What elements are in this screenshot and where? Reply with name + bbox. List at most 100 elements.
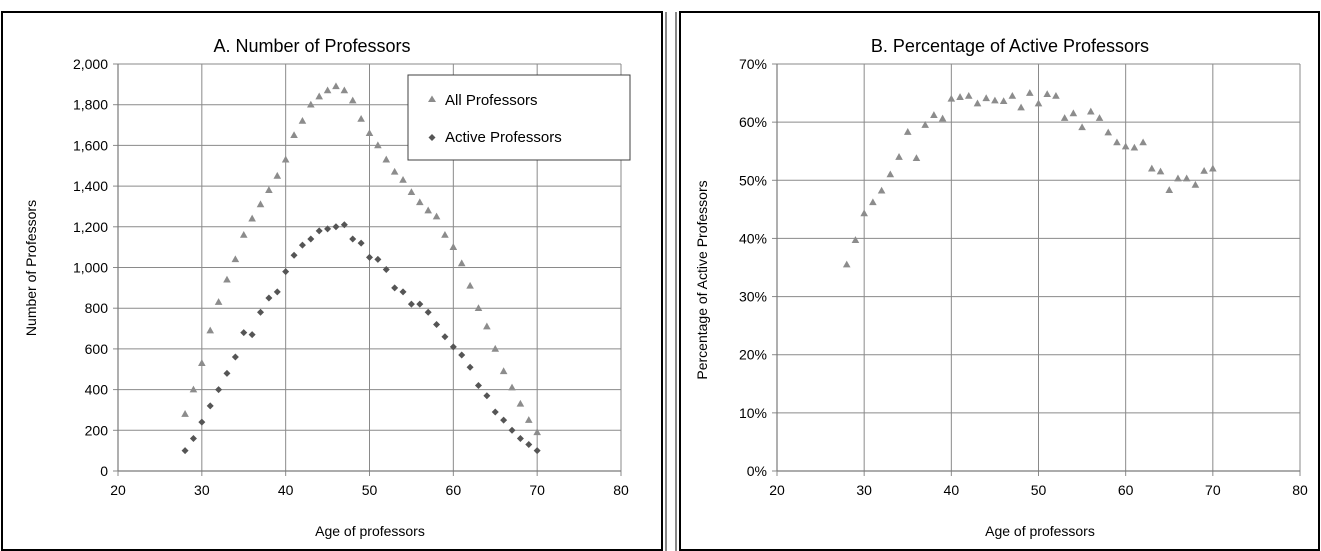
data-point-all-professors — [407, 188, 416, 196]
data-point-series-1 — [1130, 143, 1139, 151]
data-point-active-professors — [433, 320, 441, 328]
data-point-series-1 — [1200, 166, 1208, 174]
data-point-active-professors — [407, 300, 415, 308]
data-point-active-professors — [231, 353, 239, 361]
data-point-active-professors — [298, 241, 306, 249]
x-tick-label: 60 — [1118, 482, 1134, 498]
data-point-active-professors — [483, 392, 491, 400]
axes-b — [772, 63, 1301, 476]
y-tick-label: 50% — [739, 172, 767, 188]
y-tick-label: 1,600 — [73, 137, 108, 153]
data-point-active-professors — [533, 447, 541, 455]
data-point-series-1 — [877, 186, 886, 194]
data-point-series-1 — [1174, 174, 1182, 182]
data-point-series-1 — [1025, 89, 1034, 96]
data-point-all-professors — [239, 230, 248, 238]
data-point-all-professors — [365, 129, 374, 136]
data-point-series-1 — [869, 198, 877, 206]
y-tick-label: 40% — [739, 230, 767, 246]
data-point-series-1 — [1087, 107, 1095, 115]
data-point-all-professors — [416, 198, 424, 206]
data-point-active-professors — [466, 363, 474, 371]
gridlines-b — [777, 63, 1301, 471]
data-point-series-1 — [895, 153, 903, 160]
data-point-all-professors — [189, 385, 198, 393]
data-point-active-professors — [458, 351, 466, 359]
data-point-all-professors — [441, 230, 449, 238]
y-tick-label: 400 — [85, 382, 109, 398]
data-point-all-professors — [499, 367, 508, 375]
x-tick-label: 50 — [362, 482, 378, 498]
x-tick-label: 30 — [194, 482, 210, 498]
y-tick-label: 30% — [739, 289, 767, 305]
data-point-active-professors — [340, 221, 348, 229]
data-point-series-1 — [1191, 180, 1200, 188]
legend-triangle-icon — [428, 95, 436, 102]
data-point-series-1 — [1121, 142, 1130, 150]
data-point-active-professors — [516, 434, 524, 442]
data-point-all-professors — [290, 131, 298, 139]
data-point-all-professors — [273, 171, 282, 179]
data-point-all-professors — [508, 383, 516, 391]
x-tick-label: 60 — [446, 482, 462, 498]
y-tick-label: 1,400 — [73, 178, 108, 194]
data-point-all-professors — [214, 298, 223, 305]
y-tick-label: 2,000 — [73, 56, 108, 72]
data-point-all-professors — [332, 82, 340, 90]
tick-labels-b: 0% 10% 20% 30% 40% 50% 60% 70% 20 30 40 50 60 70 80 — [739, 56, 1308, 498]
data-point-active-professors — [357, 239, 365, 247]
y-tick-label: 1,800 — [73, 97, 108, 113]
data-points-b — [842, 89, 1217, 268]
data-point-active-professors — [282, 268, 290, 276]
axes-a — [113, 63, 622, 476]
data-point-active-professors — [525, 441, 533, 449]
x-axis-label-a: Age of professors — [315, 523, 425, 539]
data-point-series-1 — [921, 121, 929, 128]
data-point-series-1 — [930, 111, 938, 118]
x-tick-label: 50 — [1031, 482, 1047, 498]
y-tick-label: 60% — [739, 114, 767, 130]
data-point-active-professors — [508, 426, 516, 434]
data-point-active-professors — [257, 308, 265, 316]
data-point-series-1 — [1182, 174, 1191, 182]
legend-label-all-professors: All Professors — [445, 92, 538, 109]
tick-labels-a: 0 200 400 600 800 1,000 1,200 1,400 1,600 1,800 2,… — [73, 56, 629, 498]
data-point-series-1 — [947, 94, 956, 102]
x-tick-label: 30 — [856, 482, 872, 498]
y-tick-label: 200 — [85, 422, 109, 438]
chart-title-a: A. Number of Professors — [213, 36, 410, 56]
y-tick-label: 70% — [739, 56, 767, 72]
data-point-series-1 — [956, 93, 964, 100]
data-point-series-1 — [999, 97, 1008, 105]
data-point-all-professors — [348, 96, 357, 104]
data-point-series-1 — [1052, 91, 1060, 99]
y-tick-label: 10% — [739, 405, 767, 421]
legend-label-active-professors: Active Professors — [445, 129, 562, 146]
data-point-series-1 — [1113, 138, 1121, 146]
x-axis-label-b: Age of professors — [985, 523, 1095, 539]
legend-box — [407, 74, 631, 161]
data-point-series-1 — [1165, 186, 1174, 193]
data-point-all-professors — [265, 186, 273, 193]
data-point-series-1 — [860, 209, 868, 217]
x-tick-label: 70 — [1205, 482, 1221, 498]
data-point-active-professors — [315, 227, 323, 235]
y-axis-label-b: Percentage of Active Professors — [694, 180, 710, 379]
data-point-active-professors — [198, 418, 206, 426]
data-point-series-1 — [938, 114, 947, 122]
x-tick-label: 80 — [613, 482, 629, 498]
data-point-all-professors — [206, 326, 215, 334]
y-tick-label: 1,000 — [73, 260, 108, 276]
data-point-series-1 — [982, 94, 990, 102]
data-point-series-1 — [1209, 164, 1217, 172]
data-point-active-professors — [349, 235, 357, 243]
data-point-active-professors — [391, 284, 399, 292]
data-point-all-professors — [340, 86, 349, 94]
y-tick-label: 20% — [739, 347, 767, 363]
data-point-active-professors — [215, 386, 223, 394]
data-point-all-professors — [399, 175, 407, 183]
panel-a-border — [1, 11, 663, 551]
data-point-active-professors — [366, 253, 373, 261]
data-point-all-professors — [449, 243, 458, 250]
data-point-all-professors — [223, 275, 231, 283]
